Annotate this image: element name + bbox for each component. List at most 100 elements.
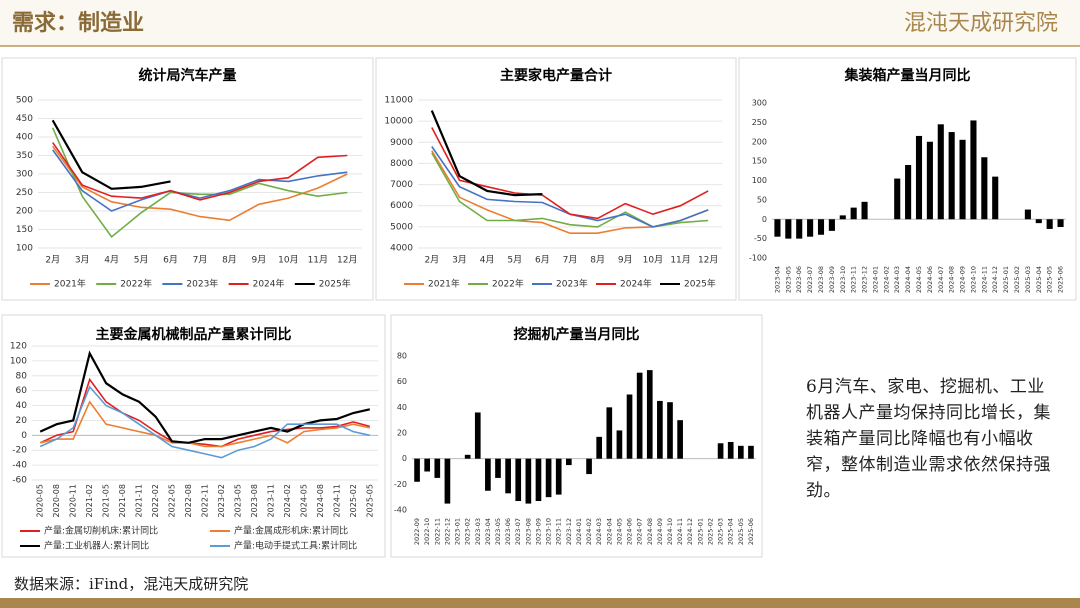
x-tick-label: 2025-02	[1013, 266, 1021, 293]
x-tick-label: 2月	[424, 255, 439, 266]
x-tick-label: 2025-02	[706, 518, 714, 545]
bar	[959, 139, 966, 220]
x-tick-label: 2023-11	[266, 484, 275, 517]
bar	[535, 458, 542, 502]
legend-label: 2021年	[54, 278, 86, 290]
x-tick-label: 2024-03	[595, 518, 603, 545]
x-tick-label: 2023-02	[217, 484, 226, 517]
y-tick-label: 300	[752, 99, 767, 108]
series-line	[52, 142, 348, 201]
x-tick-label: 4月	[104, 255, 119, 266]
x-tick-label: 5月	[507, 255, 522, 266]
x-tick-label: 2024-08	[316, 484, 325, 517]
x-tick-label: 4月	[480, 255, 495, 266]
panel	[1, 57, 374, 301]
bar	[525, 458, 532, 504]
bar	[424, 458, 431, 472]
x-tick-label: 2023-07	[514, 518, 522, 545]
x-tick-label: 2023-04	[484, 518, 492, 545]
x-tick-label: 2025-06	[1057, 266, 1065, 293]
x-tick-label: 2025-01	[696, 518, 704, 545]
x-tick-label: 2023-08	[250, 484, 259, 517]
x-tick-label: 2022-05	[168, 484, 177, 517]
y-tick-label: 200	[16, 207, 33, 217]
series-line	[39, 385, 370, 459]
bar	[485, 458, 491, 491]
x-tick-label: 2024-12	[686, 518, 694, 545]
x-tick-label: 2023-04	[773, 266, 781, 293]
bar	[850, 207, 857, 220]
y-tick-label: 300	[16, 170, 33, 180]
bar	[444, 458, 451, 504]
bar	[596, 436, 603, 459]
x-tick-label: 2022-11	[433, 518, 441, 545]
y-tick-label: 4000	[390, 244, 413, 254]
y-tick-label: 350	[16, 151, 33, 161]
y-tick-label: 50	[757, 195, 767, 204]
legend-label: 2023年	[186, 278, 218, 290]
y-tick-label: 80	[16, 371, 28, 381]
y-tick-label: 9000	[390, 138, 413, 148]
y-tick-label: 60	[16, 386, 28, 396]
x-tick-label: 2023-05	[233, 484, 242, 517]
x-tick-label: 2024-05	[299, 484, 308, 517]
x-tick-label: 2024-11	[332, 484, 341, 517]
x-tick-label: 11月	[670, 255, 690, 266]
bar	[565, 458, 572, 466]
x-tick-label: 2025-06	[747, 518, 755, 545]
x-tick-label: 2023-10	[545, 518, 553, 545]
y-tick-label: 100	[752, 176, 767, 185]
bar	[905, 165, 912, 220]
x-tick-label: 9月	[618, 255, 633, 266]
chart-title: 集装箱产量当月同比	[844, 67, 971, 84]
y-tick-label: -100	[749, 254, 767, 263]
y-tick-label: 500	[16, 96, 33, 106]
legend-label: 2021年	[428, 278, 460, 290]
x-tick-label: 2023-03	[474, 518, 482, 545]
bar	[414, 458, 420, 482]
bar	[646, 370, 653, 459]
x-tick-label: 2024-11	[980, 266, 988, 293]
y-tick-label: 150	[752, 157, 767, 166]
y-tick-label: -20	[394, 480, 407, 489]
bar	[555, 458, 562, 495]
x-tick-label: 2023-08	[817, 266, 825, 293]
x-tick-label: 2023-11	[850, 266, 858, 293]
series-line	[431, 127, 709, 220]
x-tick-label: 10月	[643, 255, 663, 266]
legend-label: 产量:金属成形机床:累计同比	[234, 525, 348, 537]
x-tick-label: 6月	[163, 255, 178, 266]
bar	[817, 219, 825, 235]
chart-title: 主要金属机械制品产量累计同比	[96, 326, 292, 343]
bar	[785, 219, 792, 239]
bar	[926, 141, 933, 220]
x-tick-label: 2023-08	[524, 518, 532, 545]
x-tick-label: 2023-10	[839, 266, 847, 293]
x-tick-label: 2024-02	[283, 484, 292, 517]
x-tick-label: 2025-05	[1046, 266, 1054, 293]
bar	[495, 458, 501, 478]
y-tick-label: -60	[12, 476, 27, 486]
x-tick-label: 2月	[45, 255, 60, 266]
x-tick-label: 2024-04	[904, 266, 912, 293]
x-tick-label: 2024-02	[882, 266, 890, 293]
x-tick-label: 2020-05	[36, 484, 45, 517]
x-tick-label: 2021-11	[135, 484, 144, 517]
bar	[667, 402, 673, 459]
bar	[894, 178, 901, 220]
y-tick-label: 60	[397, 377, 407, 386]
y-tick-label: 450	[16, 114, 33, 124]
x-tick-label: 2024-05	[915, 266, 923, 293]
x-tick-label: 2025-05	[737, 518, 745, 545]
x-tick-label: 2024-08	[948, 266, 956, 293]
series-line	[430, 110, 543, 197]
bar	[737, 445, 744, 459]
x-tick-label: 2024-09	[656, 518, 664, 545]
series-line	[40, 400, 370, 448]
legend-label: 产量:电动手提式工具:累计同比	[234, 540, 357, 552]
logo: 混沌天成研究院	[904, 11, 1058, 36]
y-tick-label: 8000	[390, 159, 413, 169]
bar	[1035, 219, 1042, 224]
y-tick-label: 40	[16, 401, 28, 411]
x-tick-label: 2022-10	[423, 518, 431, 545]
